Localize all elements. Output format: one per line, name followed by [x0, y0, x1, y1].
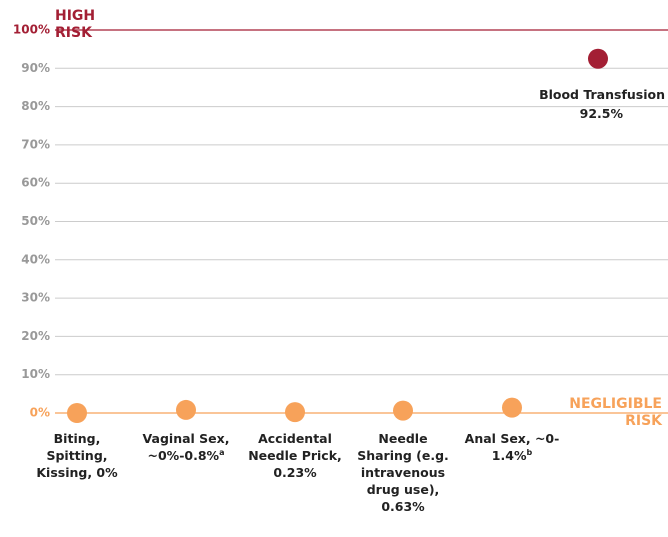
y-tick-label: 30% — [21, 291, 50, 305]
category-label: Needle Sharing (e.g. intravenous drug us… — [351, 430, 455, 515]
category-label: Anal Sex, ~0-1.4%b — [460, 430, 564, 464]
y-tick-label: 10% — [21, 367, 50, 381]
annotation: HIGH RISK — [55, 8, 96, 41]
category-text: Needle Sharing (e.g. intravenous drug us… — [357, 431, 449, 514]
data-point — [588, 48, 608, 69]
y-tick-label: 50% — [21, 214, 50, 228]
category-label: Vaginal Sex, ~0%-0.8%a — [134, 430, 238, 464]
category-label: Biting, Spitting, Kissing, 0% — [25, 430, 129, 481]
y-tick-label: 70% — [21, 137, 50, 151]
y-tick-label: 20% — [21, 329, 50, 343]
y-tick-label: 0% — [30, 406, 50, 420]
category-text: Vaginal Sex, ~0%-0.8% — [142, 431, 230, 463]
data-point — [393, 400, 413, 421]
y-tick-label: 100% — [13, 23, 50, 37]
data-point — [176, 399, 196, 420]
value-label: 92.5% — [579, 106, 623, 121]
data-point — [67, 403, 87, 423]
data-point — [285, 402, 305, 423]
y-tick-label: 60% — [21, 176, 50, 190]
category-label: Blood Transfusion — [539, 87, 665, 102]
data-point — [502, 397, 522, 418]
y-tick-label: 80% — [21, 99, 50, 113]
footnote-mark: b — [526, 447, 533, 457]
y-tick-label: 40% — [21, 252, 50, 266]
category-label: Accidental Needle Prick, 0.23% — [243, 430, 347, 481]
annotation: NEGLIGIBLE RISK — [569, 396, 662, 429]
category-text: Accidental Needle Prick, 0.23% — [248, 431, 342, 480]
y-tick-label: 90% — [21, 61, 50, 75]
footnote-mark: a — [219, 447, 225, 457]
category-text: Biting, Spitting, Kissing, 0% — [36, 431, 118, 480]
category-text: Anal Sex, ~0-1.4% — [464, 431, 560, 463]
